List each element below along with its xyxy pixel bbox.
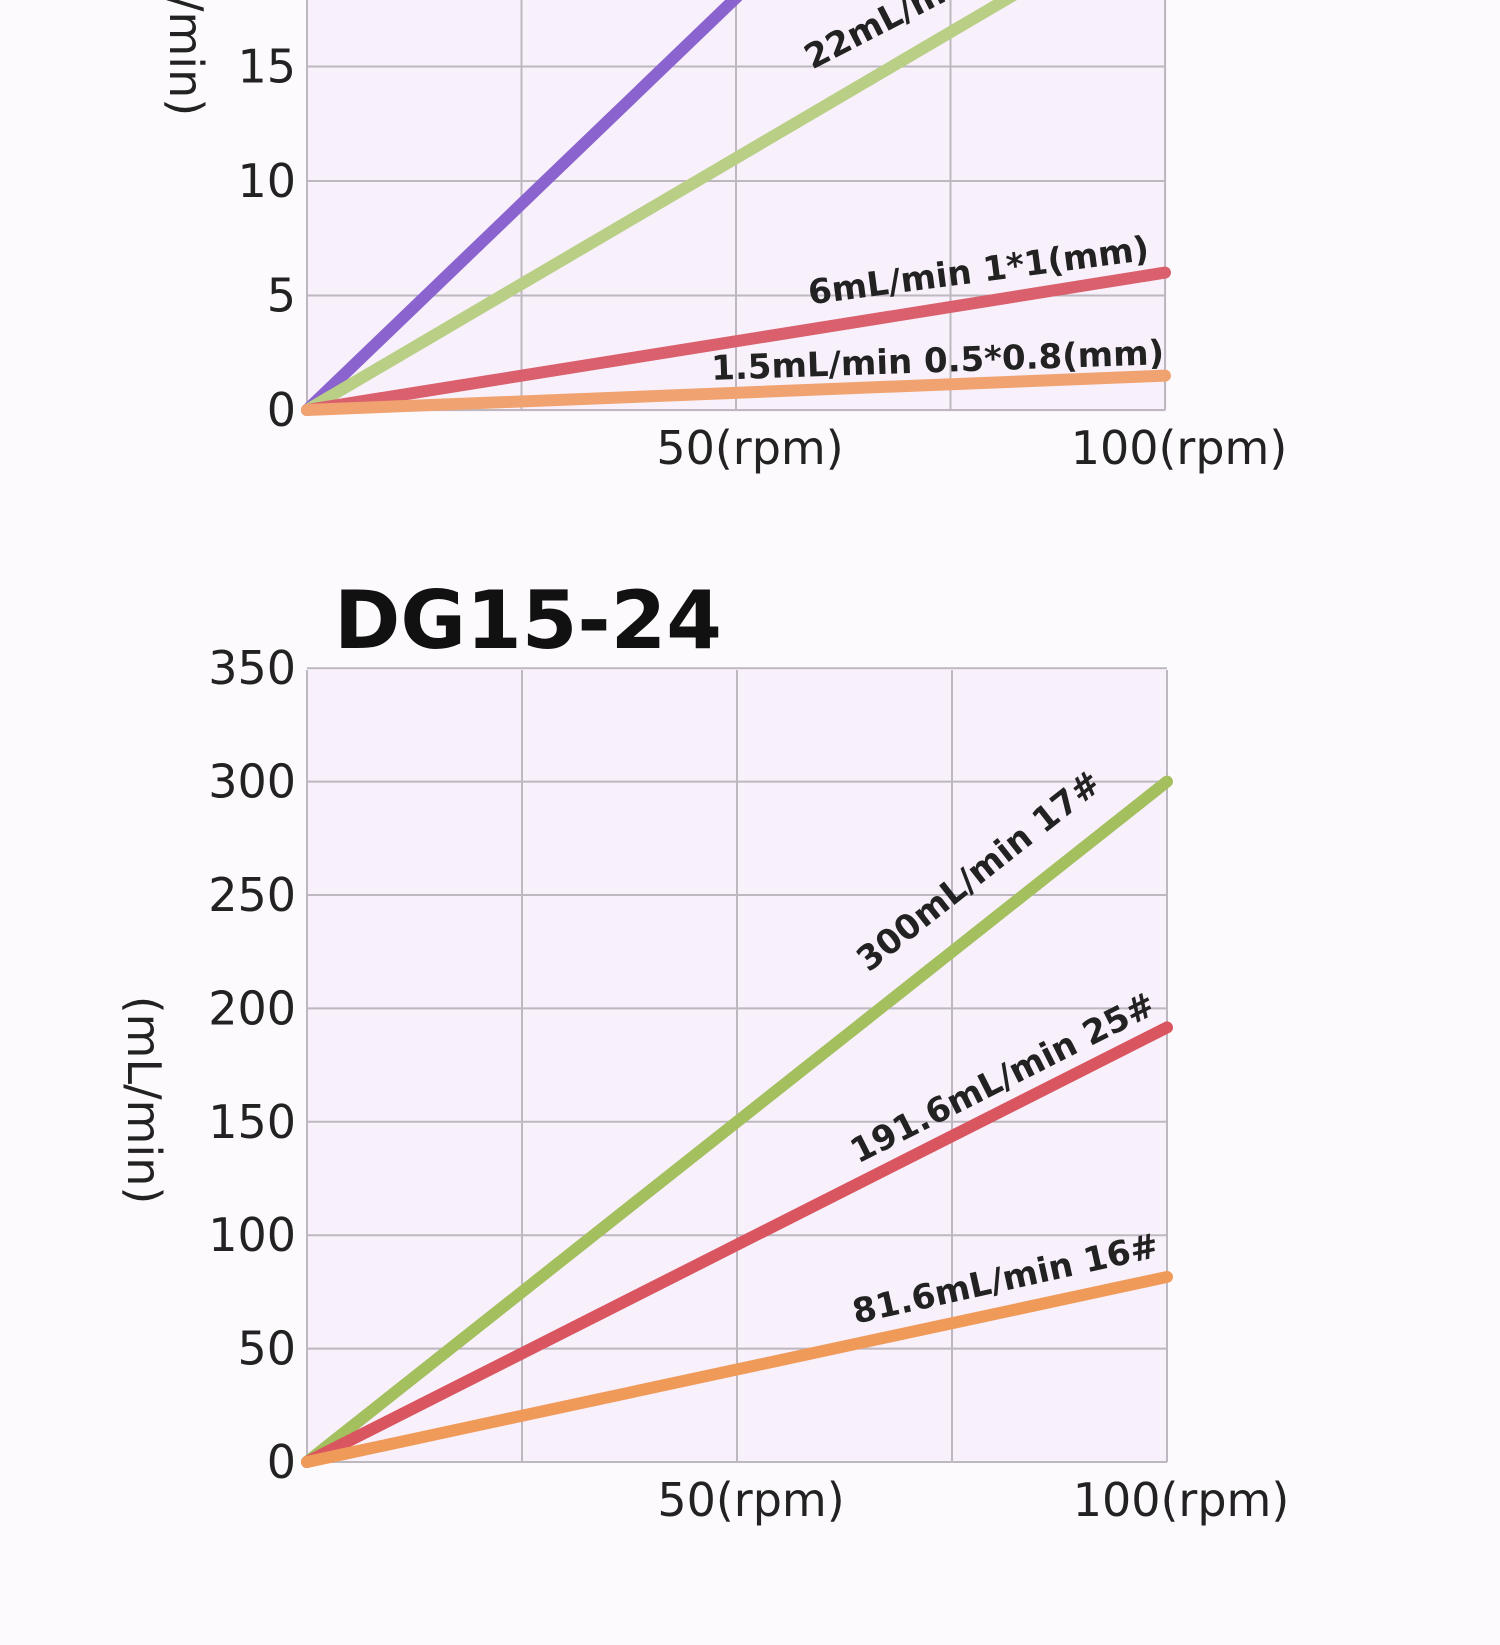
chart-1-y-tick: 5 [267,269,296,323]
chart-2-y-tick: 250 [208,868,296,922]
chart-2-y-tick: 350 [208,641,296,695]
chart-2-x-tick: 100(rpm) [1073,1473,1290,1527]
chart-2-y-tick: 0 [267,1435,296,1489]
chart-2-y-tick: 150 [208,1095,296,1149]
chart-2-y-tick: 100 [208,1208,296,1262]
chart-1-y-tick: 10 [237,154,296,208]
series-line-6mLmin [301,266,1171,416]
chart-2-y-axis-title: (mL/min) [117,996,171,1205]
series-line-300mLmin [301,775,1173,1468]
chart-1-x-tick: 100(rpm) [1071,421,1288,475]
chart-1-y-tick: 15 [237,40,296,94]
series-line-81.6mLmin [301,1270,1173,1468]
chart-1-y-axis-title: /min) [159,0,213,116]
series-line-191.6mLmin [301,1021,1173,1468]
chart-2-y-tick: 200 [208,981,296,1035]
chart-2-y-tick: 300 [208,755,296,809]
series-line-1.5mLmin [301,369,1171,416]
chart-2-title: DG15-24 [334,574,722,667]
chart-1-y-tick: 0 [267,383,296,437]
series-line-22mLmin [301,0,1018,416]
chart-2-x-tick: 50(rpm) [657,1473,844,1527]
chart-1-x-tick: 50(rpm) [656,421,843,475]
chart-2-y-tick: 50 [237,1322,296,1376]
series-line-purple [301,0,743,416]
chart-2: DG15-24 0 50 100 150 200 250 300 350 50(rpm) 100(… [117,574,1289,1527]
